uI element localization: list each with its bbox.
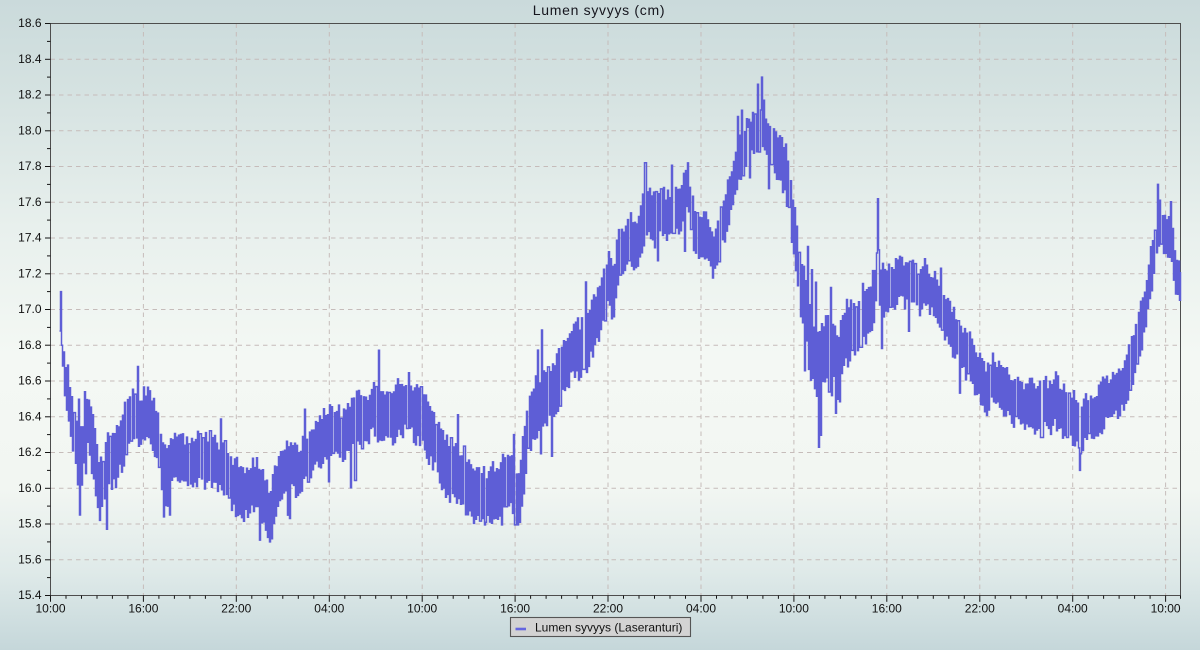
svg-text:10:00: 10:00 — [1151, 601, 1181, 615]
svg-text:04:00: 04:00 — [686, 601, 716, 615]
svg-text:17.6: 17.6 — [18, 195, 42, 209]
svg-text:16:00: 16:00 — [872, 601, 902, 615]
svg-text:10:00: 10:00 — [407, 601, 437, 615]
svg-text:17.0: 17.0 — [18, 302, 42, 316]
svg-text:22:00: 22:00 — [593, 601, 623, 615]
svg-text:18.4: 18.4 — [18, 52, 42, 66]
svg-text:Lumen syvyys (cm): Lumen syvyys (cm) — [533, 2, 665, 18]
svg-text:22:00: 22:00 — [965, 601, 995, 615]
svg-text:16.0: 16.0 — [18, 481, 42, 495]
svg-text:22:00: 22:00 — [221, 601, 251, 615]
svg-text:17.8: 17.8 — [18, 159, 42, 173]
svg-text:18.2: 18.2 — [18, 88, 42, 102]
svg-text:16.2: 16.2 — [18, 445, 42, 459]
svg-text:Lumen syvyys (Laseranturi): Lumen syvyys (Laseranturi) — [535, 621, 682, 635]
svg-text:04:00: 04:00 — [1058, 601, 1088, 615]
svg-text:18.6: 18.6 — [18, 16, 42, 30]
svg-text:10:00: 10:00 — [35, 601, 65, 615]
svg-text:17.4: 17.4 — [18, 231, 42, 245]
svg-text:15.6: 15.6 — [18, 552, 42, 566]
svg-text:16:00: 16:00 — [128, 601, 158, 615]
svg-text:15.8: 15.8 — [18, 517, 42, 531]
svg-text:04:00: 04:00 — [314, 601, 344, 615]
svg-text:15.4: 15.4 — [18, 588, 42, 602]
svg-text:18.0: 18.0 — [18, 123, 42, 137]
svg-text:10:00: 10:00 — [779, 601, 809, 615]
svg-text:16.4: 16.4 — [18, 409, 42, 423]
svg-text:16:00: 16:00 — [500, 601, 530, 615]
svg-text:16.8: 16.8 — [18, 338, 42, 352]
svg-text:16.6: 16.6 — [18, 374, 42, 388]
svg-text:17.2: 17.2 — [18, 266, 42, 280]
